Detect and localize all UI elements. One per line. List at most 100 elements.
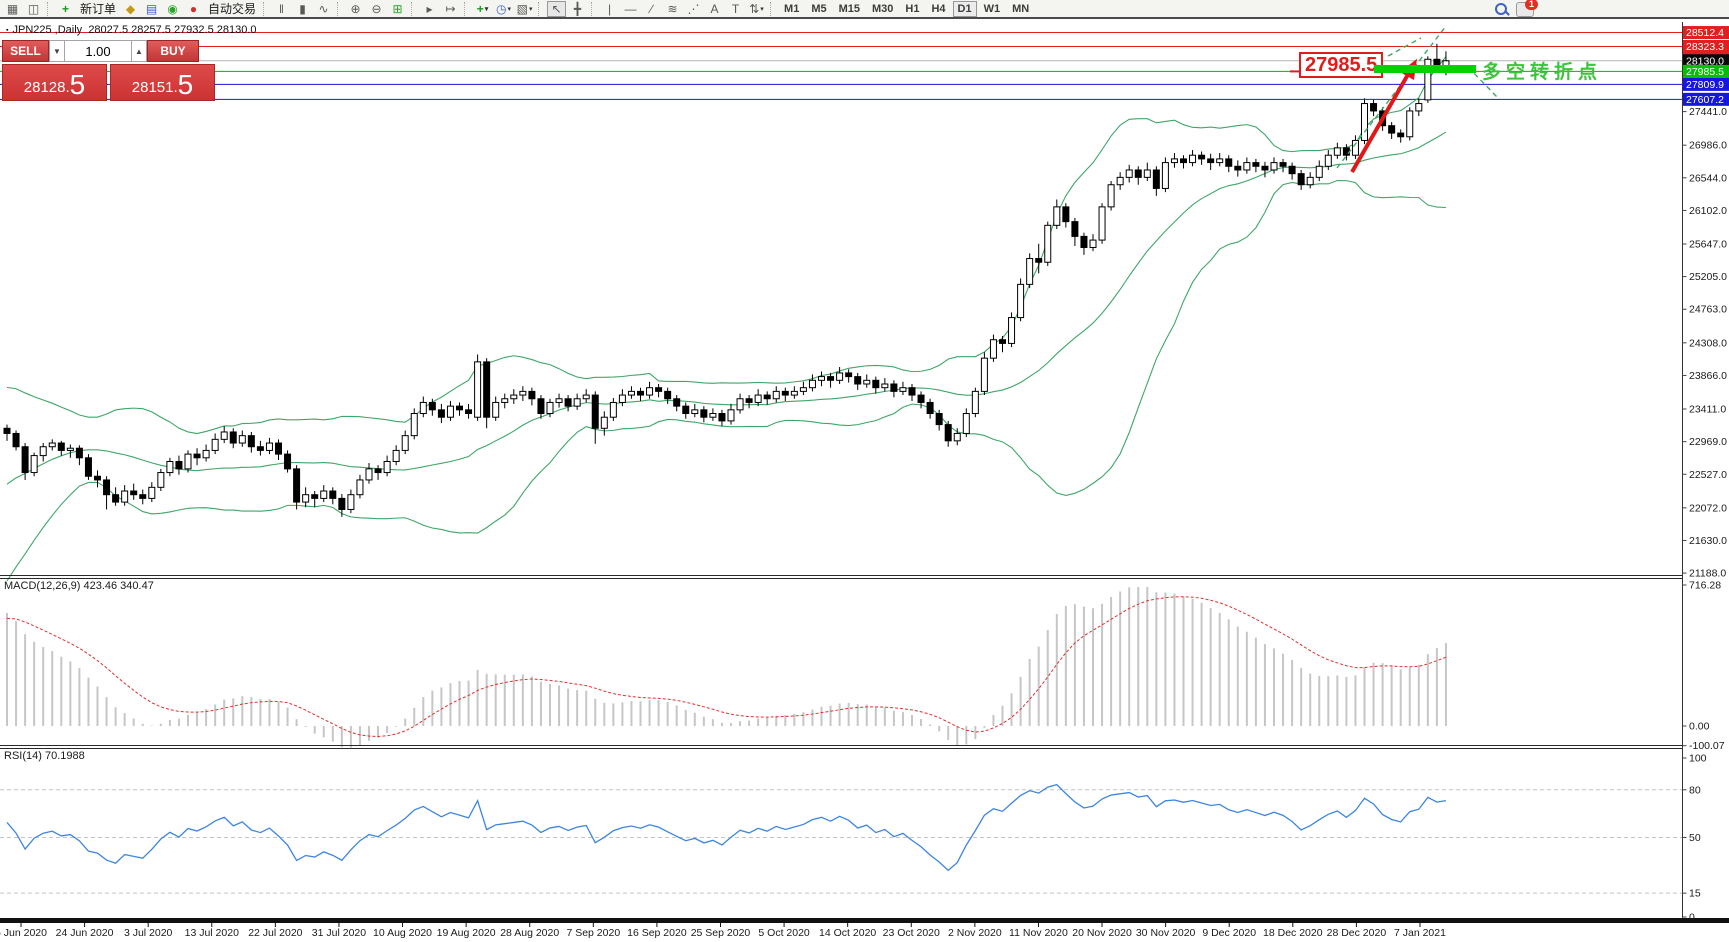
text-icon[interactable]: A [710, 1, 719, 16]
volume-input[interactable]: 1.00 [65, 40, 131, 62]
price-axis[interactable]: 27441.0 26986.0 26544.0 26102.0 25647.0 25205… [1682, 26, 1729, 580]
equidistant-channel-icon[interactable]: ≋ [667, 1, 678, 16]
svg-text:31 Jul 2020: 31 Jul 2020 [312, 927, 366, 939]
timeframe-button-m1[interactable]: M1 [784, 2, 800, 15]
dropdown-caret-icon: ▾ [507, 5, 512, 13]
svg-text:5 Jun 2020: 5 Jun 2020 [0, 927, 47, 939]
trend-arrow [1350, 58, 1417, 173]
svg-text:28512.4: 28512.4 [1686, 27, 1724, 39]
timeframe-button-w1[interactable]: W1 [983, 2, 1001, 15]
price-lines[interactable] [0, 32, 1683, 100]
timeframe-button-mn[interactable]: MN [1012, 2, 1030, 15]
svg-text:15: 15 [1689, 888, 1701, 900]
toolbar-separator [411, 1, 416, 16]
svg-text:23411.0: 23411.0 [1689, 404, 1726, 416]
new-order-icon[interactable]: + [61, 1, 69, 16]
rsi-indicator-label: RSI(14) 70.1988 [4, 750, 85, 762]
data-window-icon[interactable]: ◫ [27, 1, 40, 16]
line-chart-icon[interactable]: ∿ [318, 1, 329, 16]
svg-text:3 Jul 2020: 3 Jul 2020 [124, 927, 173, 939]
auto-trading-label[interactable]: 自动交易 [208, 2, 257, 16]
svg-text:21630.0: 21630.0 [1689, 535, 1727, 547]
bollinger-upper-line [6, 56, 1447, 435]
volume-increase-button[interactable]: ▲ [131, 40, 147, 62]
horizontal-line-icon[interactable]: — [624, 1, 637, 16]
indicators-icon[interactable]: + ▾ [476, 1, 489, 16]
chart-drawings[interactable] [1336, 25, 1498, 173]
svg-text:-100.07: -100.07 [1689, 740, 1725, 752]
signal-icon[interactable]: ◉ [167, 1, 178, 16]
trendline-icon[interactable]: ∕ [650, 1, 653, 16]
timeframe-button-m15[interactable]: M15 [838, 2, 860, 15]
turning-point-annotation[interactable]: 多空转折点 [1482, 62, 1603, 83]
auto-trading-icon[interactable]: ● [189, 1, 198, 16]
dropdown-caret-icon: ▾ [484, 5, 489, 13]
svg-text:25 Sep 2020: 25 Sep 2020 [691, 927, 751, 939]
bollinger-bands [6, 56, 1447, 582]
panel-frame [0, 22, 1729, 923]
macd-indicator-label: MACD(12,26,9) 423.46 340.47 [4, 580, 154, 592]
timeframe-button-m30[interactable]: M30 [872, 2, 894, 15]
bollinger-lower-line [6, 179, 1446, 582]
auto-scroll-icon[interactable]: ▸ [426, 1, 433, 16]
svg-text:16 Sep 2020: 16 Sep 2020 [627, 927, 687, 939]
svg-text:22527.0: 22527.0 [1689, 469, 1727, 481]
notification-icon[interactable]: 1 [1516, 0, 1538, 17]
ohlc-bars-icon[interactable]: ‖ [279, 1, 285, 16]
broom-icon[interactable]: ◆ [125, 1, 136, 16]
crosshair-icon[interactable]: ╋ [573, 1, 582, 16]
volume-decrease-button[interactable]: ▼ [49, 40, 65, 62]
mailbox-icon[interactable]: ▤ [145, 1, 158, 16]
candlestick-chart-icon[interactable]: ▮ [299, 1, 306, 16]
svg-text:23 Oct 2020: 23 Oct 2020 [883, 927, 940, 939]
svg-text:0.00: 0.00 [1689, 721, 1710, 733]
vertical-line-icon[interactable]: | [607, 1, 612, 16]
svg-text:7 Jan 2021: 7 Jan 2021 [1394, 927, 1446, 939]
template-icon[interactable]: ▧ ▾ [516, 1, 533, 16]
zoom-out-icon[interactable]: ⊖ [371, 1, 382, 16]
dropdown-caret-icon: ▾ [528, 5, 533, 13]
svg-text:100: 100 [1689, 753, 1707, 765]
svg-text:18 Dec 2020: 18 Dec 2020 [1263, 927, 1323, 939]
svg-text:9 Dec 2020: 9 Dec 2020 [1202, 927, 1256, 939]
svg-text:30 Nov 2020: 30 Nov 2020 [1136, 927, 1196, 939]
chart-shift-icon[interactable]: ↦ [445, 1, 456, 16]
highlight-bar[interactable] [1374, 65, 1476, 73]
zoom-in-icon[interactable]: ⊕ [350, 1, 361, 16]
toolbar-separator [263, 1, 268, 16]
buy-price-pip: 5 [177, 69, 194, 100]
chart-window-icon[interactable]: ▦ [6, 1, 19, 16]
svg-text:10 Aug 2020: 10 Aug 2020 [373, 927, 432, 939]
dropdown-caret-icon: ▾ [760, 5, 764, 13]
search-icon[interactable] [1492, 1, 1510, 17]
timeframe-button-h1[interactable]: H1 [905, 2, 920, 15]
new-order-label[interactable]: 新订单 [80, 2, 117, 16]
svg-text:26986.0: 26986.0 [1689, 140, 1727, 152]
arrow-tools-icon[interactable]: ⇅ ▾ [749, 1, 764, 16]
buy-price-box[interactable]: 28151. 5 [110, 64, 215, 101]
sell-button[interactable]: SELL [2, 40, 49, 62]
svg-text:27809.9: 27809.9 [1686, 79, 1724, 91]
svg-text:14 Oct 2020: 14 Oct 2020 [819, 927, 876, 939]
toolbar-separator [591, 1, 596, 16]
timeframe-button-d1[interactable]: D1 [952, 0, 977, 17]
cursor-icon[interactable]: ↖ [547, 0, 567, 17]
periods-icon[interactable]: ◷ ▾ [496, 1, 512, 16]
date-axis[interactable]: 5 Jun 2020 24 Jun 2020 3 Jul 2020 13 Jul 20… [0, 918, 1446, 939]
sell-price-pip: 5 [69, 69, 86, 100]
buy-button[interactable]: BUY [147, 40, 199, 62]
timeframe-button-m5[interactable]: M5 [811, 2, 827, 15]
svg-text:27441.0: 27441.0 [1689, 106, 1727, 118]
sell-price-box[interactable]: 28128. 5 [2, 64, 107, 101]
timeframe-button-h4[interactable]: H4 [931, 2, 946, 15]
tile-windows-icon[interactable]: ⊞ [392, 1, 403, 16]
price-flag-label[interactable]: 27985.5 [1299, 52, 1384, 78]
text-label-icon[interactable]: T [731, 1, 740, 16]
fibonacci-icon[interactable]: ⋰ [687, 1, 700, 16]
trendline-seg-c [1467, 66, 1498, 98]
svg-text:7 Sep 2020: 7 Sep 2020 [566, 927, 620, 939]
toolbar-right: 1 [1492, 0, 1538, 17]
svg-text:28 Dec 2020: 28 Dec 2020 [1327, 927, 1387, 939]
